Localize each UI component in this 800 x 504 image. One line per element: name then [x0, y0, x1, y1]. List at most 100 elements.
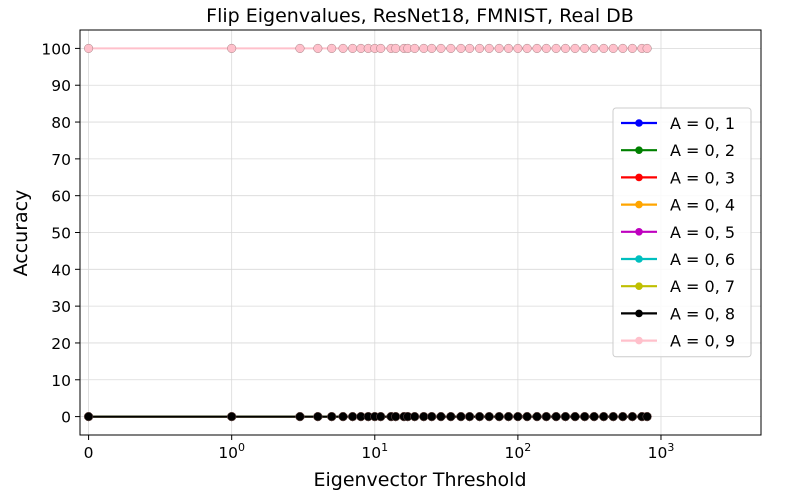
data-point	[532, 43, 542, 53]
data-point	[494, 412, 504, 422]
legend-label: A = 0, 2	[670, 141, 735, 160]
data-point	[522, 43, 532, 53]
legend-entry: A = 0, 5	[621, 223, 735, 242]
data-point	[295, 412, 305, 422]
legend-label: A = 0, 4	[670, 196, 735, 215]
data-point	[608, 43, 618, 53]
data-point	[484, 43, 494, 53]
x-axis-label: Eigenvector Threshold	[313, 469, 526, 491]
x-tick-label: 0	[84, 444, 94, 462]
data-point	[465, 412, 475, 422]
legend: A = 0, 1 A = 0, 2 A = 0, 3 A = 0, 4 A = 0, 5…	[612, 107, 752, 358]
data-point	[589, 43, 599, 53]
data-point	[419, 412, 429, 422]
x-tick-label: 103	[648, 441, 675, 462]
legend-label: A = 0, 5	[670, 223, 735, 242]
data-point	[513, 412, 523, 422]
legend-marker	[635, 228, 643, 236]
series-9	[84, 43, 652, 53]
data-point	[456, 43, 466, 53]
legend-entry: A = 0, 3	[621, 168, 735, 187]
data-point	[580, 43, 590, 53]
legend-entry: A = 0, 2	[621, 141, 735, 160]
legend-label: A = 0, 1	[670, 114, 735, 133]
data-point	[327, 43, 337, 53]
data-point	[560, 412, 570, 422]
chart-title: Flip Eigenvalues, ResNet18, FMNIST, Real…	[206, 5, 634, 27]
data-point	[327, 412, 337, 422]
legend-label: A = 0, 9	[670, 332, 735, 351]
data-point	[599, 43, 609, 53]
data-point	[475, 412, 485, 422]
data-point	[513, 43, 523, 53]
plot-series	[84, 43, 652, 422]
data-point	[338, 43, 348, 53]
y-tick-label: 60	[51, 188, 71, 206]
data-point	[338, 412, 348, 422]
data-point	[642, 43, 652, 53]
data-point	[541, 43, 551, 53]
legend-entry: A = 0, 7	[621, 277, 735, 296]
legend-entry: A = 0, 6	[621, 250, 735, 269]
x-tick-label: 101	[361, 441, 388, 462]
data-point	[541, 412, 551, 422]
data-point	[522, 412, 532, 422]
data-point	[627, 412, 637, 422]
data-point	[313, 43, 323, 53]
data-point	[618, 43, 628, 53]
data-point	[465, 43, 475, 53]
data-point	[376, 43, 386, 53]
x-tick-label: 100	[218, 441, 245, 462]
data-point	[570, 412, 580, 422]
data-point	[391, 412, 401, 422]
data-point	[599, 412, 609, 422]
legend-entry: A = 0, 1	[621, 114, 735, 133]
legend-marker	[635, 119, 643, 127]
legend-marker	[635, 200, 643, 209]
data-point	[436, 43, 446, 53]
data-point	[410, 412, 420, 422]
data-point	[410, 43, 420, 53]
data-point	[391, 43, 401, 53]
y-tick-label: 80	[51, 114, 71, 132]
data-point	[589, 412, 599, 422]
data-point	[475, 43, 485, 53]
data-point	[618, 412, 628, 422]
data-point	[419, 43, 429, 53]
legend-label: A = 0, 3	[670, 168, 735, 187]
legend-box	[612, 107, 752, 358]
data-point	[642, 412, 652, 422]
data-point	[446, 412, 456, 422]
y-tick-label: 30	[51, 298, 71, 316]
data-point	[427, 412, 437, 422]
data-point	[532, 412, 542, 422]
data-point	[627, 43, 637, 53]
data-point	[484, 412, 494, 422]
data-point	[84, 43, 94, 53]
y-tick-label: 10	[51, 372, 71, 390]
legend-label: A = 0, 6	[670, 250, 735, 269]
y-tick-label: 50	[51, 225, 71, 243]
legend-entry: A = 0, 8	[621, 304, 735, 323]
data-point	[436, 412, 446, 422]
x-tick-label: 102	[505, 441, 532, 462]
data-point	[504, 43, 514, 53]
y-tick-label: 0	[61, 409, 71, 427]
legend-marker	[635, 255, 643, 263]
y-tick-label: 90	[51, 77, 71, 95]
legend-label: A = 0, 7	[670, 277, 735, 296]
data-point	[456, 412, 466, 422]
data-point	[504, 412, 514, 422]
data-point	[376, 412, 386, 422]
legend-entry: A = 0, 9	[621, 332, 735, 351]
data-point	[313, 412, 323, 422]
legend-label: A = 0, 8	[670, 304, 735, 323]
legend-marker	[635, 146, 643, 154]
data-point	[551, 43, 561, 53]
data-point	[608, 412, 618, 422]
data-point	[348, 43, 358, 53]
data-point	[570, 43, 580, 53]
data-point	[427, 43, 437, 53]
